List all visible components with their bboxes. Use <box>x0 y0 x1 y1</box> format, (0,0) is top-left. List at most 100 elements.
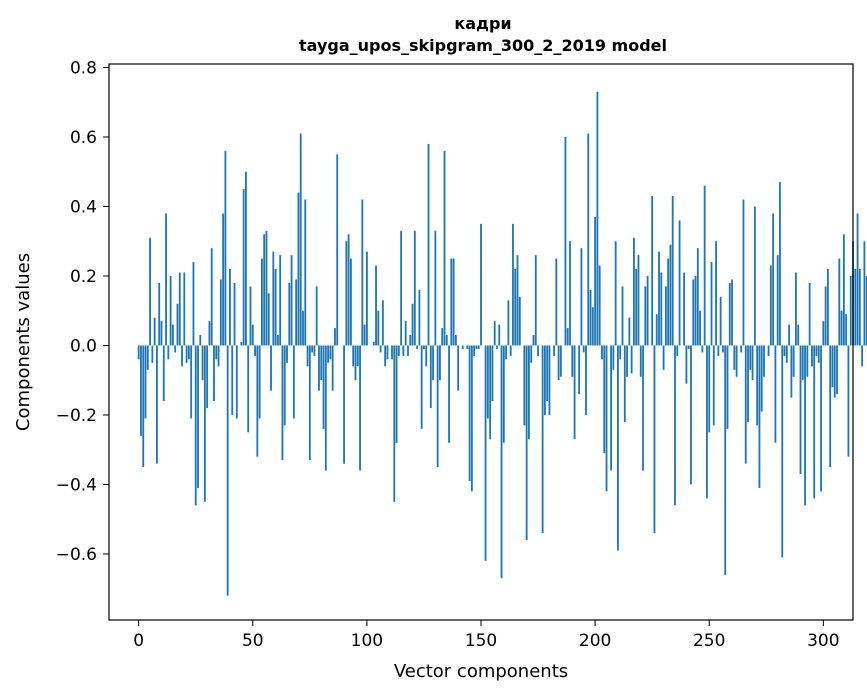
bar-126 <box>425 345 428 367</box>
bar-29 <box>203 345 206 502</box>
y-tick-label: −0.2 <box>56 406 97 426</box>
bar-119 <box>409 335 412 346</box>
bar-254 <box>717 345 720 356</box>
bar-9 <box>158 282 161 346</box>
bar-64 <box>283 345 286 426</box>
bar-259 <box>728 282 731 346</box>
bar-173 <box>532 335 535 346</box>
bar-231 <box>664 286 667 346</box>
bar-73 <box>304 199 307 346</box>
bar-118 <box>407 345 409 356</box>
bar-188 <box>566 328 569 346</box>
bar-87 <box>336 154 339 346</box>
bar-276 <box>767 345 770 356</box>
bar-139 <box>454 335 457 346</box>
bar-306 <box>836 345 838 395</box>
bar-295 <box>811 345 813 367</box>
bar-257 <box>724 345 727 575</box>
bar-70 <box>297 192 300 346</box>
bar-147 <box>473 345 476 356</box>
bar-67 <box>290 255 293 346</box>
bar-222 <box>644 286 647 346</box>
bar-14 <box>169 275 172 346</box>
bar-104 <box>375 265 377 346</box>
bar-34 <box>215 345 218 360</box>
bar-307 <box>838 258 841 346</box>
bar-50 <box>251 324 254 346</box>
bar-175 <box>537 345 539 356</box>
bar-61 <box>276 335 279 346</box>
bar-228 <box>658 251 660 346</box>
bar-266 <box>744 345 747 464</box>
bar-137 <box>450 258 453 346</box>
bar-204 <box>603 345 606 454</box>
bar-51 <box>254 345 256 356</box>
bar-152 <box>484 345 487 561</box>
chart-title-line1: кадри <box>454 14 511 33</box>
bar-256 <box>722 345 724 353</box>
bar-298 <box>817 345 820 363</box>
bar-198 <box>589 289 592 346</box>
bar-215 <box>628 317 631 346</box>
bar-43 <box>235 345 238 419</box>
bar-268 <box>749 345 752 370</box>
x-tick-label: 300 <box>807 631 839 651</box>
bar-315 <box>856 213 859 346</box>
bar-297 <box>815 345 818 356</box>
x-axis-label: Vector components <box>394 661 568 682</box>
bar-312 <box>849 275 852 346</box>
bar-114 <box>397 345 400 356</box>
bar-130 <box>434 230 437 346</box>
bar-160 <box>502 345 505 443</box>
bar-170 <box>525 345 528 541</box>
x-tick-label: 150 <box>465 631 497 651</box>
bar-28 <box>201 345 204 381</box>
bar-283 <box>783 345 786 356</box>
bar-12 <box>165 213 167 346</box>
bar-273 <box>760 345 763 412</box>
bar-72 <box>302 310 304 346</box>
bar-300 <box>822 321 825 346</box>
bar-270 <box>753 206 756 346</box>
bar-193 <box>578 345 581 395</box>
bar-216 <box>630 345 633 374</box>
bar-289 <box>797 324 800 346</box>
bar-258 <box>726 345 729 429</box>
bar-221 <box>642 345 644 471</box>
bar-199 <box>591 307 594 346</box>
bar-214 <box>626 345 628 377</box>
bar-305 <box>833 345 836 398</box>
bar-201 <box>596 91 599 346</box>
bar-207 <box>610 345 612 471</box>
bar-291 <box>801 345 804 381</box>
bar-163 <box>509 345 512 356</box>
bar-33 <box>213 345 215 402</box>
bar-162 <box>507 300 510 346</box>
bar-134 <box>443 150 446 346</box>
bar-97 <box>359 345 361 471</box>
bar-239 <box>683 272 686 346</box>
bar-144 <box>466 345 469 349</box>
bar-18 <box>178 272 181 346</box>
bar-210 <box>617 345 619 551</box>
bar-15 <box>171 324 174 346</box>
bar-41 <box>231 345 234 415</box>
bar-255 <box>719 296 722 346</box>
bar-303 <box>829 345 832 468</box>
y-tick-label: 0.8 <box>70 58 97 78</box>
bar-178 <box>543 345 546 415</box>
bar-194 <box>580 248 583 346</box>
bars-group <box>137 91 867 596</box>
bar-53 <box>258 345 261 419</box>
bar-296 <box>813 345 816 499</box>
bar-265 <box>742 199 745 346</box>
bar-284 <box>785 345 788 363</box>
bar-211 <box>619 345 622 360</box>
bar-271 <box>756 345 759 426</box>
bar-115 <box>400 230 403 346</box>
bar-229 <box>660 272 663 346</box>
bar-83 <box>327 345 330 363</box>
bar-133 <box>441 328 444 346</box>
bar-142 <box>461 345 464 349</box>
